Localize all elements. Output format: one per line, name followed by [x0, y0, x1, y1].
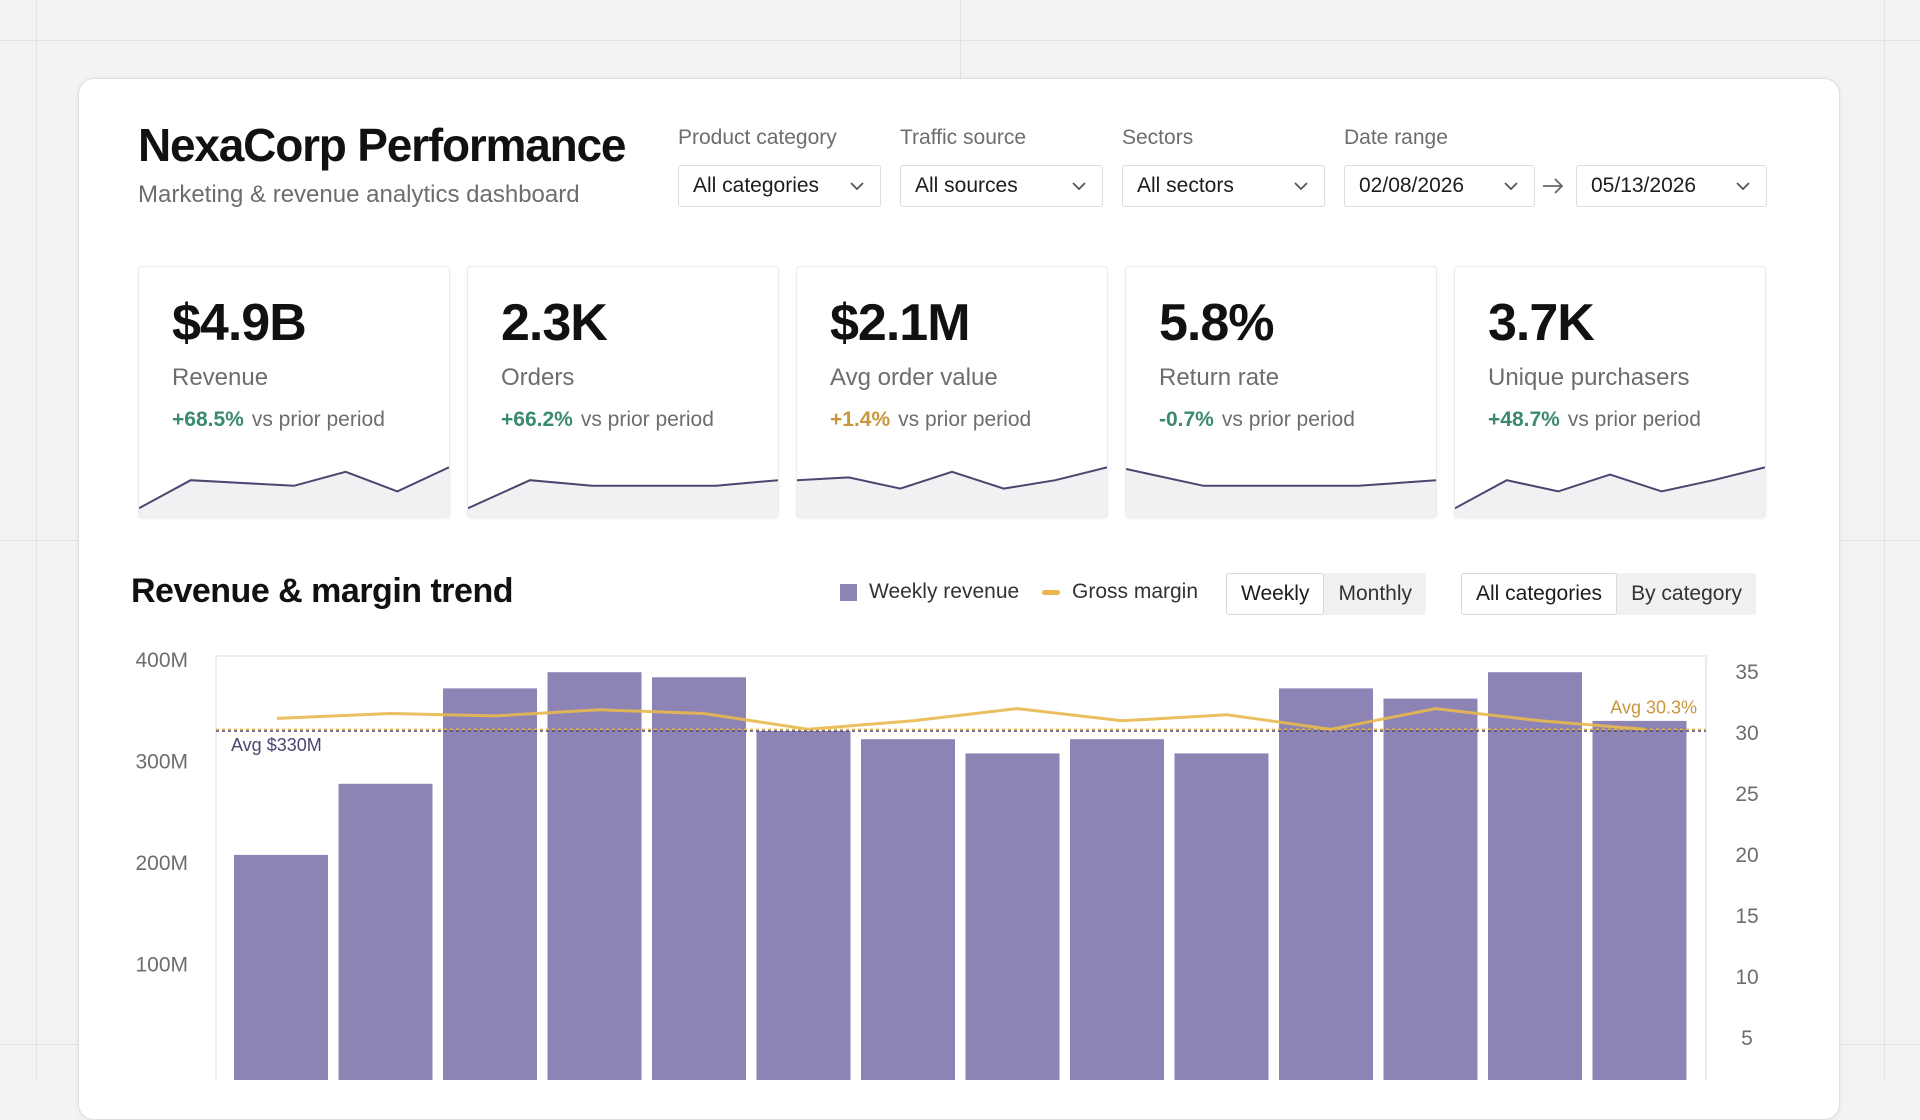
traffic-source-label: Traffic source [900, 126, 1027, 149]
legend-label: Weekly revenue [869, 580, 1020, 603]
grouping-toggle: All categories By category [1461, 573, 1756, 615]
kpi-delta-value: +48.7% [1488, 408, 1560, 431]
date-end-select[interactable]: 05/13/2026 [1576, 165, 1767, 207]
page-guide [0, 40, 1920, 41]
sparkline-area [1455, 467, 1765, 517]
trend-section-title: Revenue & margin trend [131, 572, 513, 610]
kpi-value: 3.7K [1488, 294, 1595, 352]
sparkline-path [1126, 468, 1436, 487]
kpi-value: 2.3K [501, 294, 608, 352]
kpi-delta: +68.5% vs prior period [172, 408, 385, 432]
product-category-label: Product category [678, 126, 837, 149]
kpi-delta-suffix: vs prior period [251, 408, 385, 431]
kpi-sparkline [139, 466, 449, 517]
by-category-button[interactable]: By category [1631, 582, 1742, 605]
sectors-select[interactable]: All sectors [1122, 165, 1325, 207]
kpi-delta: +48.7% vs prior period [1488, 408, 1701, 432]
kpi-delta-value: -0.7% [1159, 408, 1214, 431]
date-end-value: 05/13/2026 [1591, 174, 1697, 197]
kpi-label: Avg order value [830, 364, 998, 391]
kpi-sparkline [468, 479, 778, 517]
sectors-value: All sectors [1137, 174, 1234, 197]
kpi-value: $4.9B [172, 294, 307, 352]
granularity-toggle: Weekly Monthly [1226, 573, 1426, 615]
sparkline-area [797, 467, 1107, 517]
kpi-delta: +66.2% vs prior period [501, 408, 714, 432]
kpi-card-orders[interactable]: 2.3K Orders +66.2% vs prior period [467, 266, 779, 518]
product-category-value: All categories [693, 174, 820, 197]
kpi-delta: +1.4% vs prior period [830, 408, 1031, 432]
arrow-right-icon [1543, 178, 1564, 194]
date-start-value: 02/08/2026 [1359, 174, 1465, 197]
legend-swatch-line [1042, 589, 1060, 595]
kpi-label: Revenue [172, 364, 269, 391]
kpi-delta: -0.7% vs prior period [1159, 408, 1355, 432]
kpi-card-return-rate[interactable]: 5.8% Return rate -0.7% vs prior period [1125, 266, 1437, 518]
sparkline-path [1455, 466, 1765, 510]
legend-gross-margin: Gross margin [1042, 580, 1198, 604]
weekly-button[interactable]: Weekly [1226, 573, 1325, 615]
kpi-delta-suffix: vs prior period [1221, 408, 1355, 431]
legend-swatch-bar [840, 583, 857, 601]
sectors-label: Sectors [1122, 126, 1194, 149]
kpi-card-avg-order-value[interactable]: $2.1M Avg order value +1.4% vs prior peri… [796, 266, 1108, 518]
chevron-down-icon [1504, 182, 1518, 191]
traffic-source-select[interactable]: All sources [900, 165, 1103, 207]
kpi-sparkline [1455, 466, 1765, 517]
legend-label: Gross margin [1072, 580, 1199, 603]
kpi-sparkline [1126, 468, 1436, 517]
kpi-card-unique-purchasers[interactable]: 3.7K Unique purchasers +48.7% vs prior pe… [1454, 266, 1766, 518]
legend-weekly-revenue: Weekly revenue [840, 580, 1019, 604]
chevron-down-icon [1736, 182, 1750, 191]
kpi-delta-suffix: vs prior period [898, 408, 1032, 431]
kpi-label: Unique purchasers [1488, 364, 1690, 391]
kpi-delta-value: +1.4% [830, 408, 891, 431]
kpi-delta-value: +66.2% [501, 408, 573, 431]
kpi-delta-value: +68.5% [172, 408, 244, 431]
kpi-delta-suffix: vs prior period [580, 408, 714, 431]
product-category-select[interactable]: All categories [678, 165, 881, 207]
chevron-down-icon [1072, 182, 1086, 191]
kpi-value: 5.8% [1159, 294, 1275, 352]
chevron-down-icon [1294, 182, 1308, 191]
kpi-card-revenue[interactable]: $4.9B Revenue +68.5% vs prior period [138, 266, 450, 518]
date-range-label: Date range [1344, 126, 1448, 149]
sparkline-path [797, 466, 1107, 490]
date-start-select[interactable]: 02/08/2026 [1344, 165, 1535, 207]
traffic-source-value: All sources [915, 174, 1018, 197]
kpi-value: $2.1M [830, 294, 971, 352]
sparkline-area [468, 480, 778, 517]
sparkline-path [468, 479, 778, 510]
monthly-button[interactable]: Monthly [1338, 582, 1412, 605]
kpi-delta-suffix: vs prior period [1567, 408, 1701, 431]
chevron-down-icon [850, 182, 864, 191]
kpi-label: Orders [501, 364, 575, 391]
sparkline-area [1126, 469, 1436, 517]
page-subtitle: Marketing & revenue analytics dashboard [138, 181, 580, 208]
kpi-sparkline [797, 466, 1107, 517]
sparkline-area [139, 467, 449, 517]
page-title: NexaCorp Performance [138, 119, 627, 171]
all-categories-button[interactable]: All categories [1461, 573, 1618, 615]
kpi-label: Return rate [1159, 364, 1280, 391]
sparkline-path [139, 466, 449, 510]
